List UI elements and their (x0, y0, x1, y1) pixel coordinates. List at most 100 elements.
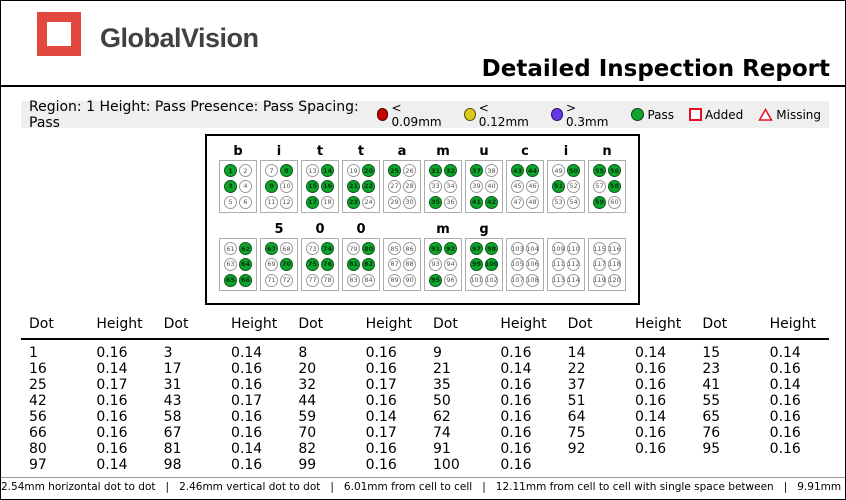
table-cell: 62 (433, 409, 451, 425)
braille-dot-empty: 85 (388, 242, 401, 256)
braille-cell-column: c 43 44 45 46 47 48 (506, 144, 544, 213)
region-bar: Region: 1 Height: Pass Presence: Pass Sp… (21, 99, 829, 131)
legend: < 0.09mm < 0.12mm > 0.3mm Pass Added Missing (376, 100, 821, 129)
braille-dot-raised: 55 (593, 164, 606, 178)
braille-dot-empty: 40 (485, 179, 498, 193)
table-cell: 0.14 (769, 377, 801, 393)
table-cell: 25 (29, 377, 47, 393)
added-square-icon (689, 108, 703, 121)
table-cell: 0.17 (231, 393, 263, 409)
braille-cell-label (547, 222, 585, 238)
braille-dot-empty: 79 (347, 242, 360, 256)
table-cell: 37 (567, 377, 586, 393)
braille-cell: 73 74 75 76 77 78 (301, 238, 339, 291)
table-cell: 0.17 (365, 377, 397, 393)
braille-dot-empty: 38 (485, 164, 498, 178)
table-header-cell: Height (231, 316, 278, 332)
braille-dot-raised: 74 (321, 242, 334, 256)
dot-table: Dot Height Dot Height Dot Height Dot Height Dot H… (21, 314, 829, 473)
table-cell: 50 (433, 393, 451, 409)
table-cell: 95 (702, 441, 721, 457)
braille-row: b 1 2 3 4 5 6 i 7 8 9 10 11 12 t 13 14 15 16 17 18 t 19 20 21 22 2… (219, 144, 626, 213)
table-header-cell: Dot (567, 316, 593, 332)
braille-cell-label: 0 (315, 222, 325, 237)
table-cell: 0.16 (769, 393, 801, 409)
braille-dot-empty: 88 (403, 257, 416, 271)
braille-dot-empty: 106 (526, 257, 539, 271)
table-cell: 0.14 (96, 361, 128, 377)
braille-cell-column: a 25 26 27 28 29 30 (383, 144, 421, 213)
braille-cell-column: t 19 20 21 22 23 24 (342, 144, 380, 213)
braille-dot-raised: 70 (280, 257, 293, 271)
braille-dot-raised: 50 (567, 164, 580, 178)
braille-cell-column: i 7 8 9 10 11 12 (260, 144, 298, 213)
braille-dot-empty: 61 (224, 242, 237, 256)
braille-cell-column: 0 79 80 81 82 83 84 (342, 222, 380, 291)
braille-cell: 115 116 117 118 119 120 (588, 238, 626, 291)
braille-dot-raised: 51 (552, 179, 565, 193)
table-cell: 1 (29, 345, 38, 361)
braille-dot-empty: 108 (526, 273, 539, 287)
legend-circle-icon (551, 108, 563, 121)
legend-item-label: > 0.3mm (565, 100, 609, 129)
legend-item-label: Missing (776, 107, 821, 122)
braille-dot-raised: 15 (306, 179, 319, 193)
table-cell: 0.16 (365, 393, 397, 409)
table-cell: 32 (298, 377, 317, 393)
braille-cell-column: n 55 56 57 58 59 60 (588, 144, 626, 213)
braille-dot-raised: 92 (444, 242, 457, 256)
braille-dot-empty: 114 (567, 273, 580, 287)
table-cell: 0.16 (635, 377, 667, 393)
table-cell: 41 (702, 377, 721, 393)
braille-dot-empty: 117 (593, 257, 606, 271)
legend-item-label: Added (705, 107, 744, 122)
braille-cell-label: t (316, 144, 324, 159)
braille-cell-column: u 37 38 39 40 41 42 (465, 144, 503, 213)
braille-cell-column: 115 116 117 118 119 120 (588, 222, 626, 291)
table-cell: 0.16 (365, 457, 397, 473)
table-cell: 99 (298, 457, 317, 473)
braille-dot-raised: 66 (239, 273, 252, 287)
legend-item: Added (689, 108, 743, 122)
table-cell: 0.16 (96, 345, 128, 361)
table-cell: 35 (433, 377, 451, 393)
report-title: Detailed Inspection Report (481, 56, 830, 82)
braille-dot-empty: 60 (608, 195, 621, 209)
braille-dot-raised: 67 (265, 242, 278, 256)
braille-cell-label: i (563, 144, 569, 159)
table-cell: 92 (567, 441, 586, 457)
braille-cell: 67 68 69 70 71 72 (260, 238, 298, 291)
braille-dot-empty: 104 (526, 242, 539, 256)
table-cell: 0.16 (500, 345, 532, 361)
braille-dot-raised: 64 (239, 257, 252, 271)
braille-dot-raised: 25 (388, 164, 401, 178)
braille-dot-empty: 19 (347, 164, 360, 178)
braille-dot-empty: 47 (511, 195, 524, 209)
braille-dot-empty: 29 (388, 195, 401, 209)
footer-specs: 2.54mm horizontal dot to dot | 2.46mm ve… (1, 481, 845, 493)
braille-dot-empty: 105 (511, 257, 524, 271)
table-cell: 0.14 (231, 345, 263, 361)
braille-cell: 43 44 45 46 47 48 (506, 160, 544, 213)
braille-cell-column: m 31 32 33 34 35 36 (424, 144, 462, 213)
table-cell: 17 (163, 361, 182, 377)
braille-dot-empty: 33 (429, 179, 442, 193)
table-cell: 0.16 (365, 441, 397, 457)
braille-dot-raised: 22 (362, 179, 375, 193)
table-cell: 0.14 (231, 441, 263, 457)
table-cell (560, 457, 627, 473)
braille-dot-empty: 101 (470, 273, 483, 287)
table-cell: 0.16 (769, 409, 801, 425)
table-cell: 0.16 (500, 425, 532, 441)
braille-dot-empty: 10 (280, 179, 293, 193)
braille-dot-raised: 81 (347, 257, 360, 271)
braille-dot-raised: 42 (485, 195, 498, 209)
table-cell: 23 (702, 361, 721, 377)
braille-cell-column: 109 110 111 112 113 114 (547, 222, 585, 291)
braille-cell-label: 0 (356, 222, 366, 237)
table-cell: 65 (702, 409, 721, 425)
table-cell: 76 (702, 425, 721, 441)
braille-dot-empty: 24 (362, 195, 375, 209)
braille-dot-empty: 115 (593, 242, 606, 256)
braille-cell: 31 32 33 34 35 36 (424, 160, 462, 213)
